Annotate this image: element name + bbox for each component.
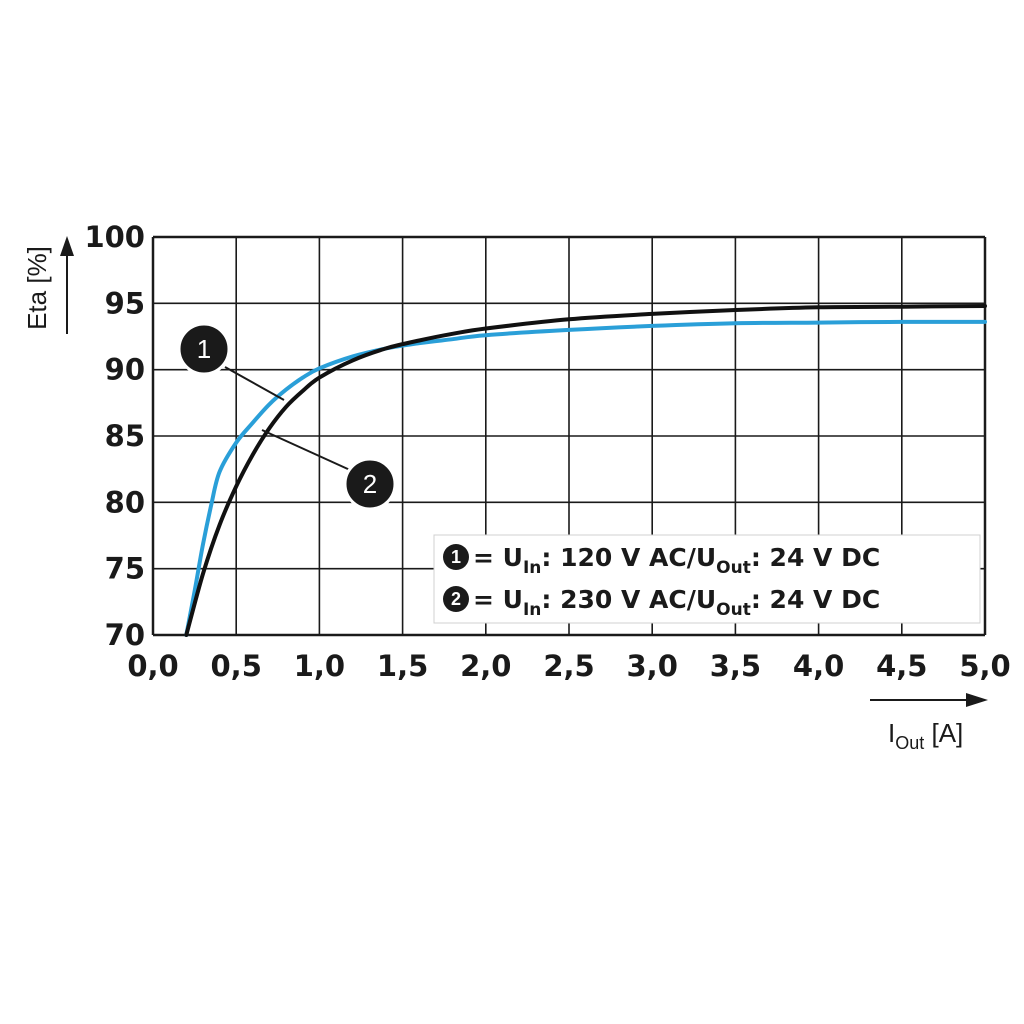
y-tick-label: 80 [105, 485, 145, 519]
x-tick-label: 4,5 [876, 649, 927, 683]
legend-item-2-marker: 2 [451, 589, 461, 609]
callout-2-leader [261, 429, 351, 471]
x-tick-label: 0,0 [127, 649, 178, 683]
x-tick-labels: 0,0 0,5 1,0 1,5 2,0 2,5 3,0 3,5 4,0 4,5 5,0 [127, 649, 1010, 683]
y-axis-label-group: Eta [%] [22, 236, 74, 334]
callouts: 1 2 [177, 322, 397, 511]
legend-item-1: 1 = UIn: 120 V AC/UOut: 24 V DC [443, 543, 880, 578]
x-axis-label-main: I [888, 718, 895, 748]
callout-marker-1: 1 [177, 322, 231, 376]
x-tick-label: 1,5 [377, 649, 428, 683]
legend-box [433, 534, 981, 624]
callout-marker-2: 2 [343, 457, 397, 511]
legend: 1 = UIn: 120 V AC/UOut: 24 V DC 2 = UIn:… [433, 534, 981, 624]
x-axis-label-group: IOut [A] [870, 693, 988, 753]
y-tick-label: 75 [105, 552, 145, 586]
y-axis-arrow-head [60, 236, 74, 256]
series-line-1 [184, 304, 987, 637]
x-tick-label: 0,5 [211, 649, 262, 683]
callout-1-leader [224, 366, 285, 401]
x-axis-label: IOut [A] [888, 718, 963, 753]
y-tick-labels: 70 75 80 85 90 95 100 [84, 220, 145, 652]
y-tick-label: 70 [105, 618, 145, 652]
x-axis-label-unit: [A] [924, 718, 963, 748]
y-tick-label: 85 [105, 419, 145, 453]
legend-item-2-text: = UIn: 230 V AC/UOut: 24 V DC [473, 585, 880, 620]
callout-marker-2-label: 2 [363, 469, 377, 499]
x-axis-arrow-head [966, 693, 988, 707]
y-tick-label: 90 [105, 353, 145, 387]
x-tick-label: 1,0 [294, 649, 345, 683]
series-line-2 [184, 319, 987, 637]
legend-item-1-marker: 1 [451, 547, 461, 567]
legend-item-1-text: = UIn: 120 V AC/UOut: 24 V DC [473, 543, 880, 578]
y-tick-label: 95 [105, 286, 145, 320]
y-axis-label: Eta [%] [22, 246, 52, 330]
x-tick-label: 3,0 [627, 649, 678, 683]
legend-item-2: 2 = UIn: 230 V AC/UOut: 24 V DC [443, 585, 880, 620]
x-tick-label: 4,0 [793, 649, 844, 683]
x-tick-label: 2,5 [543, 649, 594, 683]
y-tick-label: 100 [84, 220, 145, 254]
x-tick-label: 2,0 [460, 649, 511, 683]
callout-marker-1-label: 1 [197, 334, 211, 364]
series-lines [184, 304, 987, 637]
x-tick-label: 3,5 [710, 649, 761, 683]
x-axis-label-sub: Out [895, 733, 924, 753]
x-tick-label: 5,0 [959, 649, 1010, 683]
